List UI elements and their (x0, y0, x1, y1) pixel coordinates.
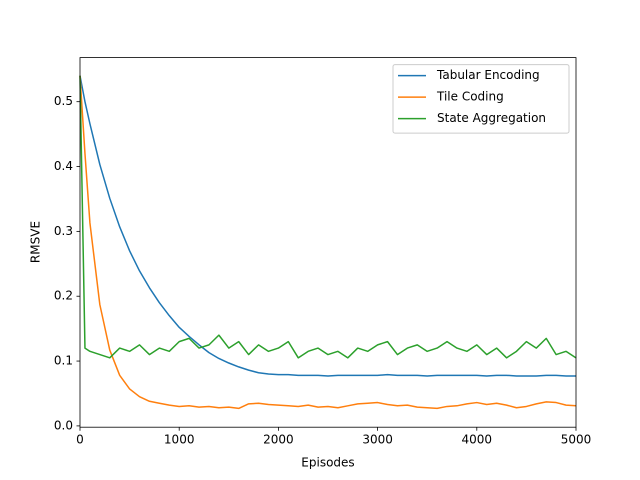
y-tick-label: 0.2 (54, 289, 73, 303)
legend-label: State Aggregation (437, 111, 546, 125)
y-tick-label: 0.5 (54, 94, 73, 108)
x-tick-label: 5000 (561, 433, 592, 447)
legend-label: Tile Coding (436, 90, 504, 104)
x-tick-label: 0 (76, 433, 84, 447)
y-tick-label: 0.0 (54, 418, 73, 432)
y-tick-label: 0.3 (54, 224, 73, 238)
x-axis-label: Episodes (301, 456, 354, 470)
y-tick-label: 0.1 (54, 354, 73, 368)
x-tick-label: 4000 (462, 433, 493, 447)
legend-box (392, 64, 570, 134)
x-tick-label: 2000 (263, 433, 294, 447)
series-line (79, 75, 577, 410)
y-axis-label: RMSVE (29, 221, 43, 263)
series-line (79, 75, 576, 377)
x-tick-label: 1000 (164, 433, 195, 447)
x-tick-label: 3000 (362, 433, 393, 447)
legend-label: Tabular Encoding (436, 68, 540, 82)
axes-frame (79, 57, 577, 428)
y-tick-label: 0.4 (54, 159, 73, 173)
series-line (79, 75, 577, 359)
